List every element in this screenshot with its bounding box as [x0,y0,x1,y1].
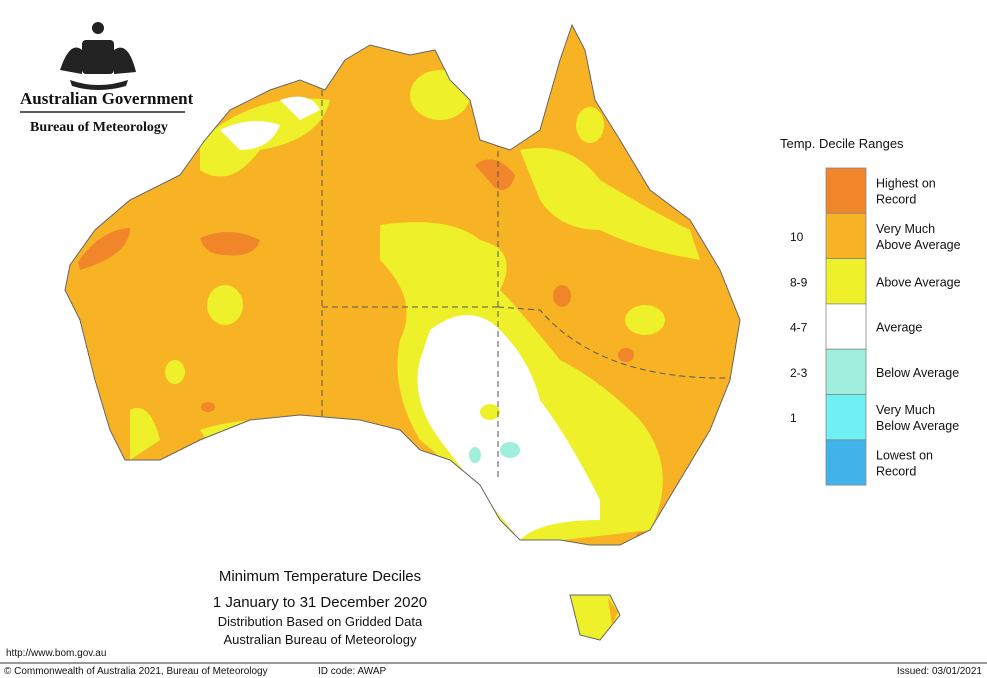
issued-date: Issued: 03/01/2021 [897,666,983,677]
legend-swatch [825,439,867,486]
legend-swatch [825,394,867,441]
agency-name: Bureau of Meteorology [30,120,168,135]
legend-swatch [825,303,867,350]
legend-label: Below Average [876,366,959,380]
title-line: 1 January to 31 December 2020 [213,594,427,611]
title-line: Australian Bureau of Meteorology [224,632,417,647]
map-title: Minimum Temperature Deciles 1 January to… [213,568,427,647]
government-name: Australian Government [20,89,194,108]
legend: Temp. Decile Ranges Highest on Record 10 Ve… [780,136,961,486]
australia-map [64,24,741,641]
copyright: © Commonwealth of Australia 2021, Bureau… [4,666,268,677]
id-code: ID code: AWAP [318,666,387,677]
legend-label: Very Much Above Average [876,222,961,252]
legend-label: Above Average [876,275,961,289]
decile-range: 8-9 [790,275,808,289]
legend-label: Highest on Record [876,177,936,207]
decile-range: 2-3 [790,366,808,380]
title-line: Minimum Temperature Deciles [219,568,421,585]
legend-label: Average [876,321,922,335]
footer-url: http://www.bom.gov.au [6,648,106,659]
legend-label: Lowest on Record [876,448,933,478]
decile-range: 10 [790,230,804,244]
legend-swatch [825,258,867,305]
decile-range: 1 [790,411,797,425]
legend-label: Very Much Below Average [876,403,959,433]
title-line: Distribution Based on Gridded Data [218,614,423,629]
legend-swatch [825,348,867,395]
legend-swatch [825,167,867,214]
decile-range: 4-7 [790,321,808,335]
coat-of-arms [60,22,136,90]
legend-swatch [825,212,867,260]
legend-title: Temp. Decile Ranges [780,136,904,151]
